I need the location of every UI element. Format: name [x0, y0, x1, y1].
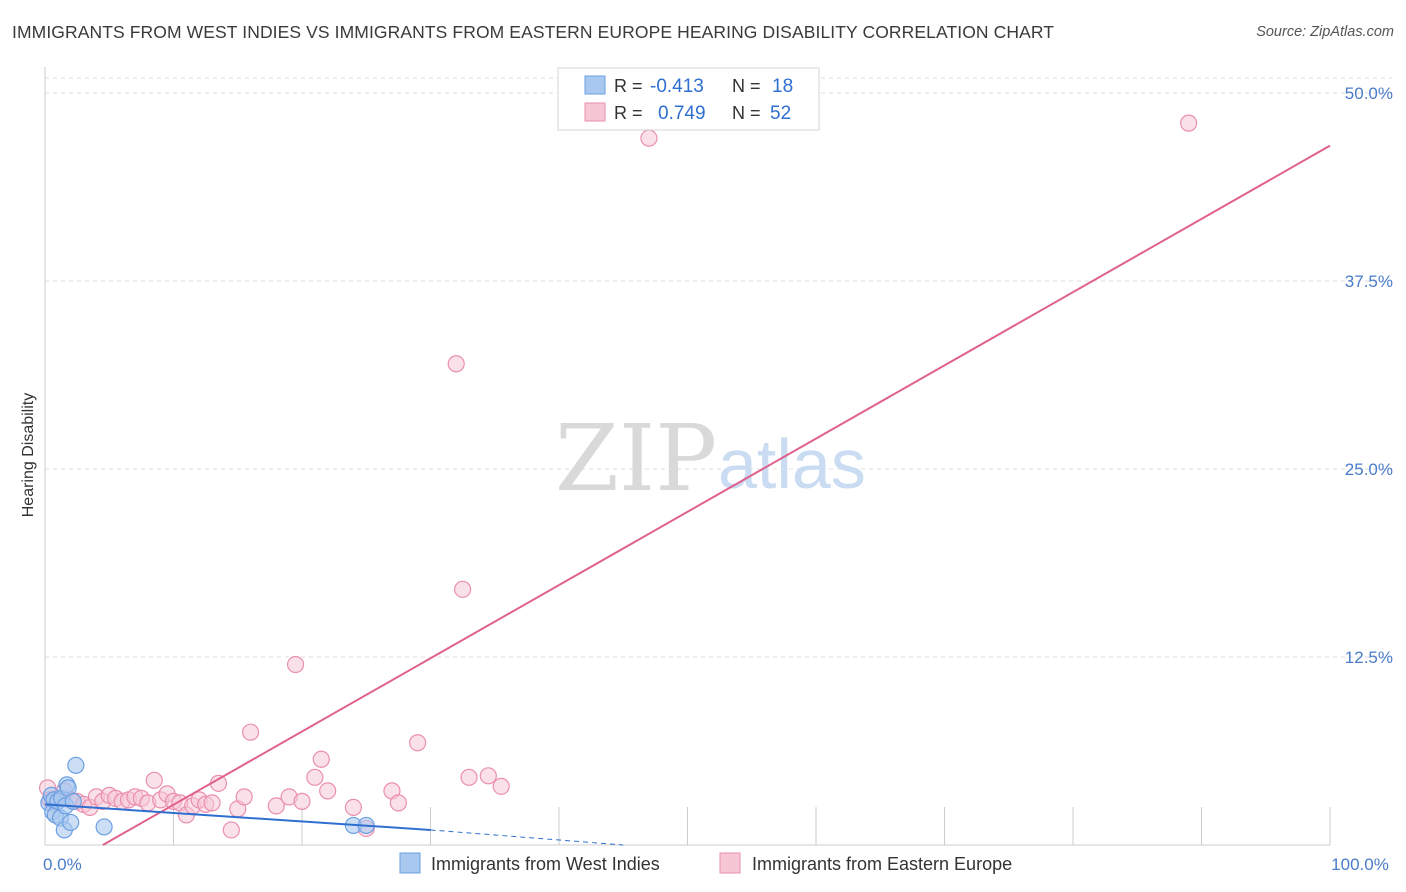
eastern-europe-point — [235, 788, 253, 806]
eastern-europe-point — [460, 768, 478, 786]
y-tick-label: 50.0% — [1345, 84, 1393, 103]
eastern-europe-point — [242, 723, 260, 741]
stats-n-label: N = — [732, 76, 761, 96]
eastern-europe-point — [344, 798, 362, 817]
axis-layer — [44, 67, 1331, 846]
stats-legend-box: R = -0.413 N = 18 R = 0.749 N = 52 — [557, 67, 820, 131]
watermark-zip: ZIP — [555, 405, 717, 512]
eastern-europe-point — [286, 655, 305, 674]
legend-swatch-west-indies — [399, 852, 421, 874]
eastern-europe-point — [640, 129, 658, 147]
west-indies-point — [95, 818, 113, 836]
eastern-europe-point — [454, 580, 472, 598]
stats-r-label: R = — [614, 76, 643, 96]
eastern-europe-point — [306, 768, 324, 786]
west-indies-trend-extension — [430, 829, 624, 846]
watermark: ZIP atlas — [555, 405, 866, 512]
west-indies-point — [62, 813, 80, 832]
eastern-europe-point — [319, 782, 337, 800]
y-tick-label: 25.0% — [1345, 460, 1393, 479]
west-indies-point — [67, 756, 85, 774]
eastern-europe-point — [312, 750, 330, 768]
y-tick-label: 37.5% — [1345, 272, 1393, 291]
stats-r-value-eastern-europe: 0.749 — [658, 103, 706, 124]
y-tick-label: 12.5% — [1345, 648, 1393, 667]
legend-swatch-eastern-europe — [719, 852, 741, 874]
stats-r-label: R = — [614, 103, 643, 123]
eastern-europe-trend-line — [102, 144, 1331, 846]
stats-n-value-west-indies: 18 — [772, 76, 793, 97]
stats-n-label: N = — [732, 103, 761, 123]
series-legend: Immigrants from West Indies Immigrants f… — [399, 852, 1012, 874]
stats-swatch-eastern-europe — [584, 102, 606, 122]
eastern-europe-point — [267, 797, 285, 815]
eastern-europe-point — [1180, 114, 1198, 132]
tick-labels: 12.5% 25.0% 37.5% 50.0% 0.0% 100.0% — [43, 84, 1393, 874]
x-tick-label: 100.0% — [1331, 855, 1389, 874]
legend-label-west-indies: Immigrants from West Indies — [431, 854, 660, 874]
chart-title: IMMIGRANTS FROM WEST INDIES VS IMMIGRANT… — [12, 22, 1055, 42]
eastern-europe-point — [479, 767, 497, 785]
eastern-europe-point — [145, 771, 163, 789]
stats-n-value-eastern-europe: 52 — [770, 103, 791, 124]
eastern-europe-point — [293, 792, 311, 810]
legend-label-eastern-europe: Immigrants from Eastern Europe — [752, 854, 1012, 874]
eastern-europe-point — [203, 794, 221, 812]
source-label: Source: ZipAtlas.com — [1256, 24, 1394, 40]
grid-layer — [45, 77, 1392, 658]
x-tick-label: 0.0% — [43, 855, 82, 874]
eastern-europe-point — [492, 777, 510, 795]
watermark-atlas: atlas — [718, 425, 866, 503]
trend-lines — [44, 144, 1331, 846]
eastern-europe-point — [222, 821, 240, 839]
y-axis-title: Hearing Disability — [20, 393, 37, 518]
west-indies-trend-line — [44, 803, 431, 831]
stats-swatch-west-indies — [584, 75, 606, 95]
eastern-europe-point — [389, 794, 407, 812]
stats-r-value-west-indies: -0.413 — [650, 76, 704, 97]
eastern-europe-point — [447, 355, 465, 373]
eastern-europe-point — [409, 734, 427, 752]
